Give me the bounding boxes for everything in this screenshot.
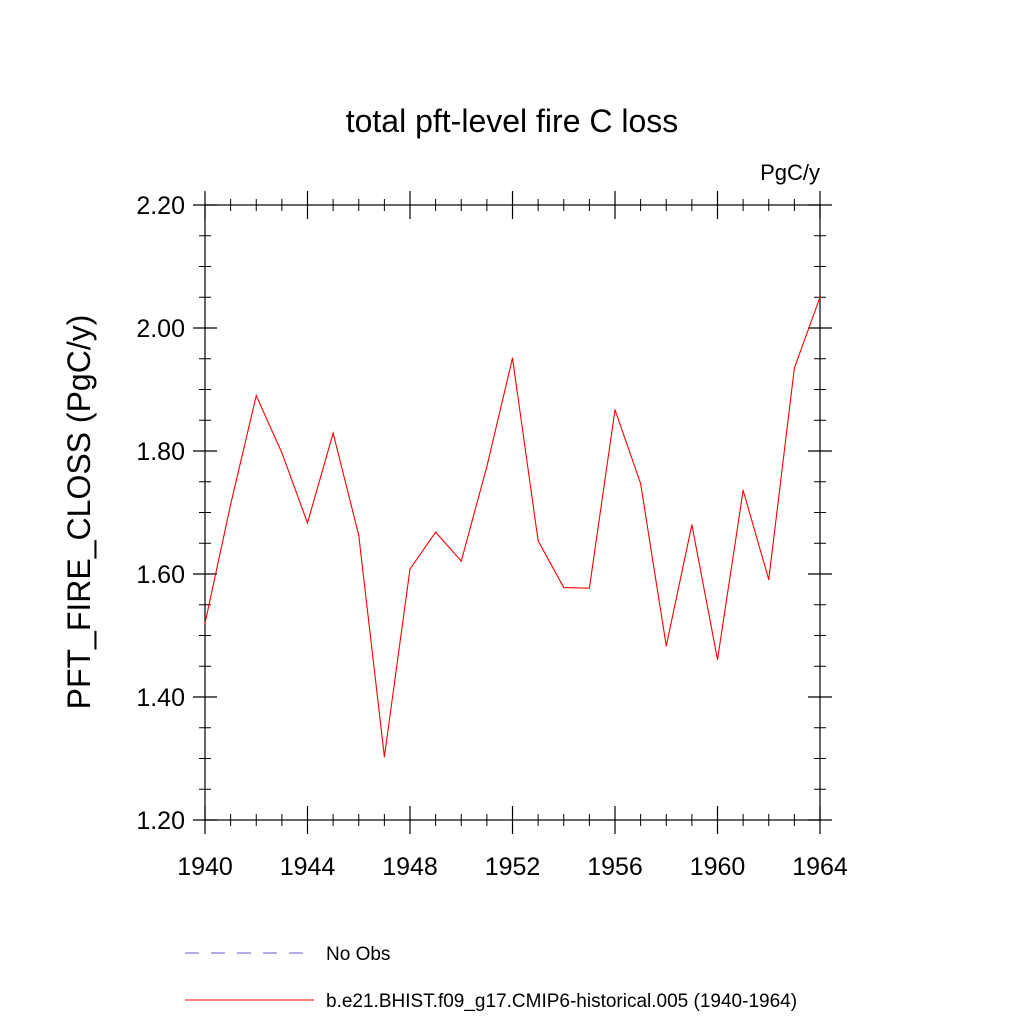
data-point (819, 296, 821, 298)
data-point (614, 409, 616, 411)
data-point (358, 534, 360, 536)
legend-label: b.e21.BHIST.f09_g17.CMIP6-historical.005… (326, 991, 797, 1012)
axis-ticks (193, 191, 832, 834)
y-axis-label: PFT_FIRE_CLOSS (PgC/y) (61, 315, 97, 710)
units-label: PgC/y (760, 160, 820, 185)
plot-frame (204, 204, 821, 821)
legend: No Obs b.e21.BHIST.f09_g17.CMIP6-historic… (185, 944, 797, 1012)
data-point (409, 568, 411, 570)
data-point (588, 587, 590, 589)
data-point (793, 367, 795, 369)
x-tick-label: 1952 (485, 853, 541, 881)
data-point (204, 622, 206, 624)
data-point (230, 503, 232, 506)
y-tick-label: 2.20 (136, 192, 185, 220)
data-point (665, 645, 667, 647)
data-point (640, 482, 642, 485)
data-point (306, 522, 309, 524)
legend-label: No Obs (326, 944, 390, 965)
data-point (563, 586, 565, 589)
data-point (768, 578, 770, 581)
x-tick-label: 1956 (587, 853, 643, 881)
data-point (537, 540, 539, 542)
data-point (255, 395, 257, 397)
series-layer (204, 296, 821, 758)
data-point (281, 452, 283, 454)
data-point (383, 756, 385, 758)
data-point (511, 357, 514, 359)
y-tick-label: 1.60 (136, 561, 185, 589)
data-point (691, 524, 693, 526)
data-point (332, 432, 334, 434)
data-point (486, 465, 488, 467)
y-tick-label: 1.80 (136, 438, 185, 466)
data-point (435, 531, 437, 533)
x-tick-label: 1964 (792, 853, 848, 881)
data-point (716, 658, 719, 661)
x-tick-label: 1944 (280, 853, 336, 881)
x-tick-labels: 1940 1944 1948 1952 1956 1960 1964 (177, 853, 848, 881)
x-tick-label: 1960 (690, 853, 746, 881)
x-tick-label: 1940 (177, 853, 233, 881)
series-line (204, 297, 821, 757)
data-point (742, 489, 744, 491)
y-tick-label: 1.40 (136, 684, 185, 712)
y-tick-label: 2.00 (136, 315, 185, 343)
y-tick-labels: 1.20 1.40 1.60 1.80 2.00 2.20 (136, 192, 185, 835)
y-tick-label: 1.20 (136, 807, 185, 835)
chart-title: total pft-level fire C loss (346, 103, 679, 139)
x-tick-label: 1948 (382, 853, 438, 881)
data-point (460, 560, 462, 562)
